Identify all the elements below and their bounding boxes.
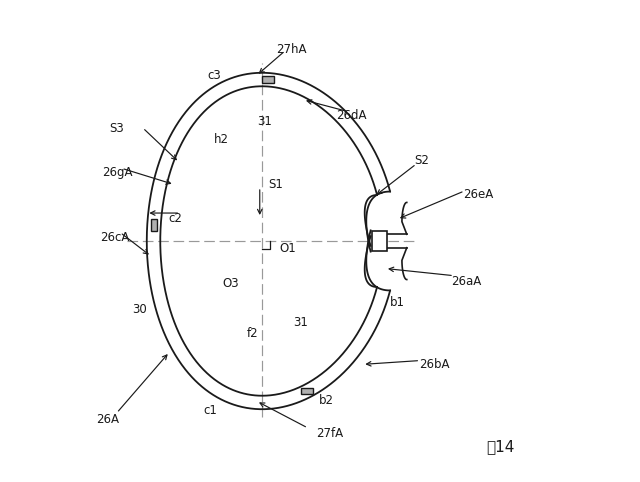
Text: c2: c2: [168, 213, 182, 225]
Text: c3: c3: [208, 69, 221, 82]
Text: 27fA: 27fA: [316, 428, 343, 440]
Text: S1: S1: [268, 178, 284, 190]
Bar: [301, 388, 313, 394]
Text: 31: 31: [257, 116, 272, 128]
Bar: [150, 219, 157, 231]
Text: 26eA: 26eA: [463, 188, 493, 201]
Text: O1: O1: [279, 242, 296, 255]
Text: b1: b1: [389, 296, 404, 308]
Text: 26gA: 26gA: [102, 166, 132, 178]
Bar: [372, 231, 387, 251]
Text: c1: c1: [204, 404, 217, 417]
Text: 26dA: 26dA: [336, 109, 367, 122]
Text: 図14: 図14: [486, 439, 515, 454]
Text: 27hA: 27hA: [276, 43, 306, 55]
Text: 26cA: 26cA: [100, 231, 129, 243]
Text: 30: 30: [132, 303, 147, 316]
Text: 26A: 26A: [97, 413, 119, 426]
Text: f2: f2: [247, 327, 259, 340]
Text: h2: h2: [214, 134, 229, 146]
Text: 26aA: 26aA: [451, 275, 481, 288]
Text: S2: S2: [414, 154, 429, 166]
Text: 26bA: 26bA: [419, 359, 449, 371]
Text: 31: 31: [294, 317, 308, 329]
Text: S3: S3: [109, 122, 124, 135]
Text: O3: O3: [223, 277, 239, 290]
Text: b2: b2: [319, 394, 333, 406]
Bar: [262, 76, 274, 83]
